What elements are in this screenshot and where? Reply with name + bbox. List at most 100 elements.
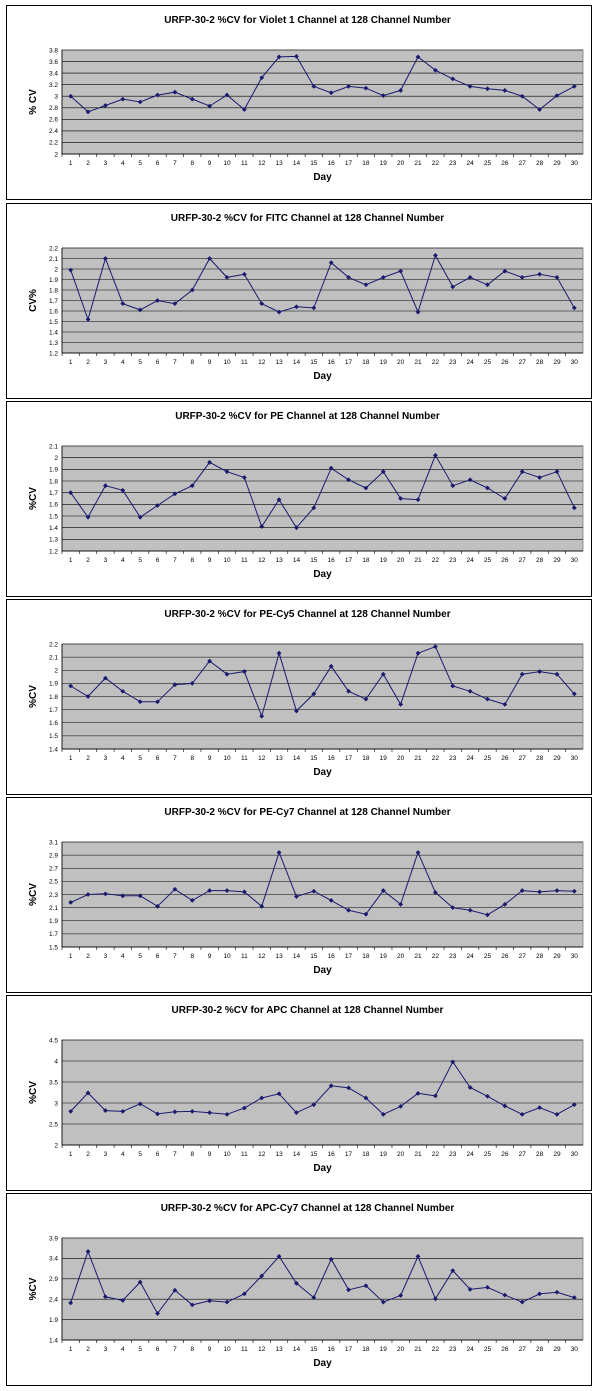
data-point [172, 886, 178, 892]
data-point [467, 84, 473, 89]
x-tick-label: 8 [190, 953, 194, 960]
data-point [224, 671, 230, 677]
x-tick-label: 4 [121, 1151, 125, 1158]
x-tick-label: 16 [328, 557, 336, 564]
x-tick-label: 24 [466, 160, 474, 167]
data-point [207, 459, 213, 465]
x-tick-label: 27 [519, 557, 527, 564]
x-tick-label: 20 [397, 1151, 405, 1158]
data-point [241, 669, 247, 674]
x-tick-label: 7 [173, 953, 177, 960]
x-tick-label: 18 [362, 1151, 370, 1158]
x-tick-label: 28 [536, 557, 544, 564]
data-point [259, 524, 265, 529]
data-point [502, 88, 508, 93]
x-tick-label: 6 [156, 557, 160, 564]
chart-title: URFP-30-2 %CV for PE-Cy5 Channel at 128 … [164, 609, 450, 620]
x-tick-label: 10 [223, 953, 231, 960]
chart-panel-violet1: URFP-30-2 %CV for Violet 1 Channel at 12… [6, 5, 592, 200]
data-point [467, 688, 473, 694]
x-tick-label: 14 [293, 1346, 301, 1353]
x-tick-label: 7 [173, 755, 177, 762]
data-point [276, 309, 282, 315]
chart-svg: URFP-30-2 %CV for PE-Cy7 Channel at 128 … [28, 807, 584, 976]
y-tick-label: 2.1 [49, 654, 58, 661]
data-point [120, 487, 126, 493]
y-tick-label: 2 [54, 668, 58, 675]
chart-svg: URFP-30-2 %CV for PE-Cy5 Channel at 128 … [28, 609, 584, 778]
x-tick-label: 20 [397, 1346, 405, 1353]
y-tick-label: 1.4 [49, 525, 58, 532]
x-tick-label: 3 [104, 1346, 108, 1353]
data-point [259, 713, 265, 719]
data-point [380, 671, 386, 677]
y-tick-label: 3.6 [49, 59, 58, 66]
data-point [485, 912, 490, 918]
data-point [328, 898, 334, 903]
y-tick-label: 2.2 [49, 140, 58, 147]
x-tick-label: 4 [121, 755, 125, 762]
data-point [485, 696, 490, 702]
data-point [276, 1091, 282, 1097]
y-tick-label: 4.5 [49, 1037, 58, 1044]
data-point [276, 497, 282, 503]
x-tick-label: 26 [501, 953, 509, 960]
data-point [207, 103, 213, 109]
data-point [207, 658, 213, 664]
x-tick-label: 29 [553, 557, 561, 564]
x-tick-label: 4 [121, 160, 125, 167]
series-line [70, 851, 575, 916]
data-point [554, 888, 560, 893]
data-point [189, 680, 195, 686]
x-tick-label: 28 [536, 755, 544, 762]
plot-area [61, 445, 584, 552]
data-point [259, 301, 265, 307]
y-tick-label: 2.5 [49, 1121, 58, 1128]
data-point [155, 903, 160, 909]
data-point [276, 650, 282, 656]
chart-title: URFP-30-2 %CV for PE Channel at 128 Chan… [175, 411, 440, 422]
y-tick-label: 1.8 [49, 478, 58, 485]
y-axis-label: %CV [28, 1277, 39, 1300]
x-tick-label: 1 [69, 1346, 73, 1353]
y-tick-label: 1.4 [49, 329, 58, 336]
data-point [294, 894, 299, 899]
x-tick-label: 8 [190, 557, 194, 564]
x-tick-label: 10 [223, 557, 231, 564]
x-tick-label: 22 [432, 1151, 440, 1158]
data-point [432, 644, 438, 650]
y-axis-label: %CV [28, 1081, 39, 1104]
y-tick-label: 2.2 [49, 641, 58, 648]
data-point [259, 903, 265, 909]
data-point [85, 1249, 91, 1254]
data-point [224, 92, 230, 98]
data-point [137, 1279, 143, 1285]
x-tick-label: 3 [104, 1151, 108, 1158]
data-point [450, 1268, 456, 1274]
data-point [172, 682, 178, 688]
data-point [103, 891, 108, 897]
x-tick-label: 27 [519, 359, 527, 366]
data-point [155, 92, 160, 98]
y-tick-label: 2 [54, 151, 58, 158]
x-tick-label: 2 [86, 953, 90, 960]
chart-svg: URFP-30-2 %CV for APC Channel at 128 Cha… [28, 1005, 584, 1174]
x-axis-label: Day [313, 1358, 332, 1369]
x-tick-label: 20 [397, 359, 405, 366]
x-tick-label: 18 [362, 359, 370, 366]
y-axis-label: CV% [28, 289, 39, 312]
data-point [432, 1296, 438, 1302]
x-tick-label: 4 [121, 953, 125, 960]
x-tick-label: 17 [345, 755, 353, 762]
x-tick-label: 16 [328, 755, 336, 762]
x-tick-label: 21 [414, 359, 422, 366]
x-tick-label: 30 [571, 359, 579, 366]
x-tick-label: 4 [121, 1346, 125, 1353]
y-tick-label: 1.2 [49, 350, 58, 357]
x-tick-label: 30 [571, 953, 579, 960]
data-point [537, 889, 542, 895]
data-point [328, 465, 334, 471]
x-tick-label: 24 [466, 1151, 474, 1158]
data-point [103, 483, 108, 489]
x-tick-label: 18 [362, 953, 370, 960]
